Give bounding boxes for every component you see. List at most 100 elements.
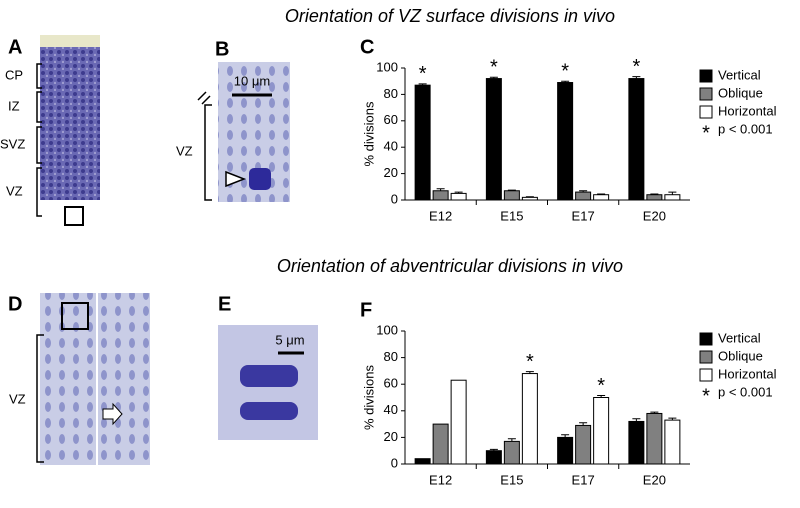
bar <box>664 419 681 465</box>
scale-label: 5 μm <box>275 332 304 347</box>
bracket <box>204 104 212 201</box>
bracket <box>36 334 44 463</box>
micrograph <box>40 35 100 200</box>
error-bar <box>561 434 570 438</box>
error-bar <box>525 196 534 198</box>
error-bar <box>650 411 659 414</box>
significance: * <box>490 57 498 79</box>
x-tick-label: E15 <box>500 208 523 223</box>
bar <box>628 78 645 201</box>
legend-swatch <box>699 332 713 346</box>
error-bar <box>597 193 606 195</box>
bar <box>521 373 538 465</box>
bar <box>664 194 681 201</box>
y-tick-label: 0 <box>391 191 398 206</box>
y-axis-label: % divisions <box>361 101 376 167</box>
bar <box>503 440 520 465</box>
legend-label: Vertical <box>718 330 761 345</box>
panel-letter: D <box>8 293 22 315</box>
region-label: SVZ <box>0 136 25 151</box>
error-bar <box>489 448 498 451</box>
error-bar <box>632 418 641 422</box>
y-tick-label: 60 <box>384 376 398 391</box>
region-label: IZ <box>8 98 20 113</box>
legend-note: p < 0.001 <box>718 384 773 399</box>
cell <box>249 168 271 190</box>
x-tick-label: E20 <box>643 208 666 223</box>
region-label: CP <box>5 67 23 82</box>
panel-letter: A <box>8 36 22 58</box>
chromosomes <box>240 402 298 420</box>
legend-label: Oblique <box>718 85 763 100</box>
bar <box>450 192 467 201</box>
panel-letter: E <box>218 293 231 315</box>
panel-letter: C <box>360 36 374 58</box>
chart-title: Orientation of abventricular divisions i… <box>277 256 623 276</box>
bar <box>450 379 467 465</box>
bar <box>646 412 663 465</box>
inset-box <box>61 302 89 330</box>
bar <box>593 194 610 201</box>
legend-note: p < 0.001 <box>718 121 773 136</box>
bar <box>557 436 574 465</box>
y-tick-label: 20 <box>384 429 398 444</box>
error-bar <box>418 83 427 86</box>
legend-label: Oblique <box>718 348 763 363</box>
bar <box>503 190 520 201</box>
legend-swatch <box>699 105 713 119</box>
bar <box>575 424 592 465</box>
error-bar <box>579 422 588 426</box>
y-tick-label: 60 <box>384 112 398 127</box>
x-tick-label: E20 <box>643 472 666 487</box>
error-bar <box>561 80 570 83</box>
bar <box>646 194 663 201</box>
bar <box>628 420 645 465</box>
y-axis-label: % divisions <box>361 364 376 430</box>
brackets <box>36 63 42 217</box>
arrow <box>102 402 123 426</box>
bar <box>432 190 449 201</box>
x-tick-label: E17 <box>572 472 595 487</box>
legend-swatch <box>699 350 713 364</box>
y-tick-label: 100 <box>376 59 398 74</box>
error-bar <box>668 191 677 195</box>
error-bar <box>650 193 659 195</box>
scale-label: 10 μm <box>234 73 270 88</box>
error-bar <box>525 371 534 374</box>
y-tick-label: 80 <box>384 86 398 101</box>
micrograph-edge <box>40 35 100 47</box>
y-tick-label: 100 <box>376 322 398 337</box>
y-tick-label: 80 <box>384 349 398 364</box>
x-tick-label: E15 <box>500 472 523 487</box>
bar <box>485 78 502 201</box>
y-tick-label: 0 <box>391 455 398 470</box>
chart-title: Orientation of VZ surface divisions in v… <box>285 6 615 26</box>
x-tick-label: E12 <box>429 208 452 223</box>
legend-label: Vertical <box>718 67 761 82</box>
inset-box <box>64 206 84 226</box>
bar <box>485 450 502 465</box>
y-tick-label: 20 <box>384 165 398 180</box>
legend-symbol: * <box>702 385 710 407</box>
bar <box>593 397 610 465</box>
x-tick-label: E17 <box>572 208 595 223</box>
error-bar <box>436 188 445 191</box>
error-bar <box>454 191 463 194</box>
legend-swatch <box>699 87 713 101</box>
significance: * <box>632 56 640 78</box>
legend-label: Horizontal <box>718 366 777 381</box>
micrograph <box>40 293 150 465</box>
error-bar <box>507 189 516 191</box>
x-tick-label: E12 <box>429 472 452 487</box>
bar <box>557 82 574 201</box>
error-bar <box>668 417 677 421</box>
significance: * <box>561 60 569 82</box>
significance: * <box>597 375 605 397</box>
error-bar <box>632 76 641 79</box>
y-tick-label: 40 <box>384 402 398 417</box>
bar <box>414 84 431 201</box>
error-bar <box>597 395 606 398</box>
panel-letter: B <box>215 38 229 60</box>
legend-label: Horizontal <box>718 103 777 118</box>
